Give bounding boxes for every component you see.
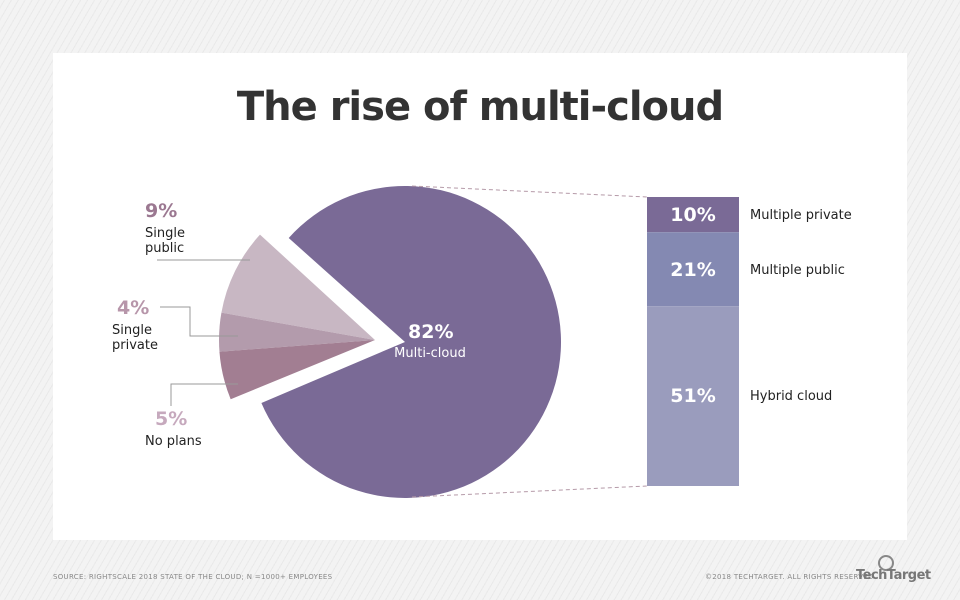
no-plans-pct: 5% bbox=[155, 408, 188, 430]
bar-pct-hybrid-cloud: 51% bbox=[670, 385, 716, 407]
single-private-label: Single private bbox=[112, 323, 158, 353]
source-note: SOURCE: RIGHTSCALE 2018 STATE OF THE CLO… bbox=[53, 573, 333, 581]
connector-top bbox=[411, 185, 648, 198]
single-private-pct: 4% bbox=[117, 297, 150, 319]
label-line: public bbox=[145, 241, 185, 256]
single-public-label: Single public bbox=[145, 226, 185, 256]
copyright: ©2018 TECHTARGET. ALL RIGHTS RESERVED bbox=[705, 573, 874, 581]
pie-slice-multi-cloud bbox=[261, 186, 561, 498]
connector-bottom bbox=[411, 485, 648, 498]
bar-segment-multiple-private bbox=[647, 197, 739, 233]
techtarget-logo-icon bbox=[878, 555, 894, 571]
bar-label-hybrid-cloud: Hybrid cloud bbox=[750, 389, 833, 404]
chart-title: The rise of multi-cloud bbox=[236, 84, 724, 130]
pie-slice-single-private bbox=[219, 312, 375, 352]
label-line: private bbox=[112, 338, 158, 353]
bar-label-multiple-public: Multiple public bbox=[750, 263, 845, 278]
leader-line-single-private bbox=[160, 306, 238, 337]
bar-segment-multiple-public bbox=[647, 232, 739, 307]
bar-label-multiple-private: Multiple private bbox=[750, 208, 852, 223]
bar-pct-multiple-public: 21% bbox=[670, 259, 716, 281]
techtarget-logo: TechTarget bbox=[856, 568, 931, 583]
pie-slice-no-plans bbox=[219, 340, 375, 400]
bar-pct-multiple-private: 10% bbox=[670, 204, 716, 226]
single-public-pct: 9% bbox=[145, 200, 178, 222]
bar-segment-hybrid-cloud bbox=[647, 306, 739, 486]
label-line: Single bbox=[145, 226, 185, 241]
no-plans-label: No plans bbox=[145, 434, 202, 449]
label-line: Single bbox=[112, 323, 152, 338]
multi-cloud-label: Multi-cloud bbox=[394, 346, 466, 361]
pie-slice-single-public bbox=[221, 234, 375, 340]
multi-cloud-pct: 82% bbox=[408, 321, 454, 343]
leader-line-no-plans bbox=[170, 383, 238, 406]
